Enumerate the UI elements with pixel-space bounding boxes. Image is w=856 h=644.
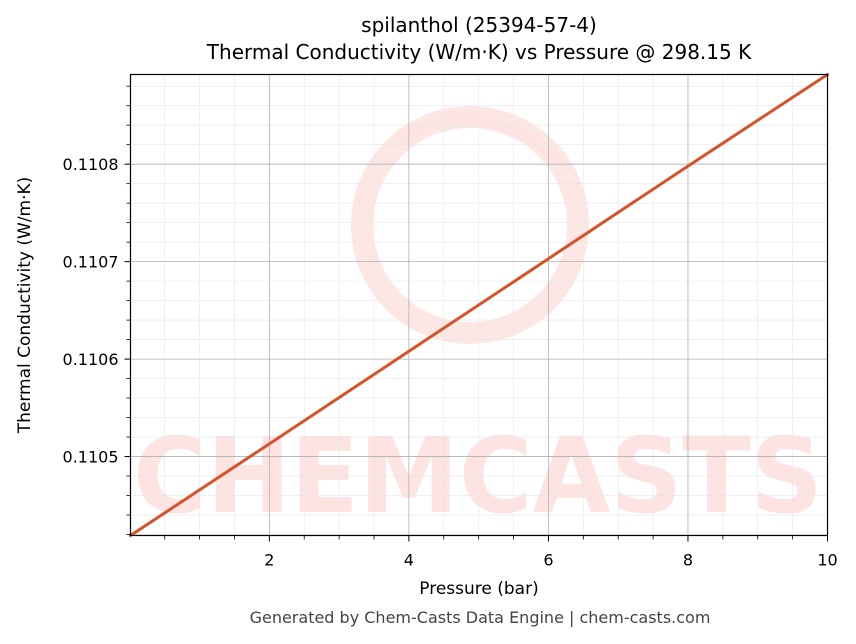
x-tick-label: 8 <box>683 551 693 570</box>
series-line <box>129 73 829 537</box>
x-tick-label: 2 <box>264 551 274 570</box>
x-tick-label: 6 <box>543 551 553 570</box>
y-tick-label: 0.1105 <box>63 448 119 467</box>
x-tick-label: 10 <box>817 551 837 570</box>
watermark: CHEMCASTS <box>133 106 823 537</box>
chart-title: spilanthol (25394-57-4) <box>361 13 597 37</box>
x-tick-label: 4 <box>404 551 414 570</box>
y-tick-label: 0.1107 <box>63 253 119 272</box>
minor-grid <box>130 74 828 536</box>
y-tick-label: 0.1108 <box>63 155 119 174</box>
chart-subtitle: Thermal Conductivity (W/m·K) vs Pressure… <box>206 40 752 64</box>
x-axis-label: Pressure (bar) <box>419 579 538 599</box>
footer-credit: Generated by Chem-Casts Data Engine | ch… <box>249 608 711 627</box>
y-tick-label: 0.1106 <box>63 350 119 369</box>
y-axis-label: Thermal Conductivity (W/m·K) <box>15 177 35 435</box>
series-layer <box>129 73 829 537</box>
ticks: 2 4 6 8 10 0.1105 0.1106 0.1107 0.1108 <box>63 85 838 570</box>
watermark-logo-swoosh <box>397 114 564 164</box>
